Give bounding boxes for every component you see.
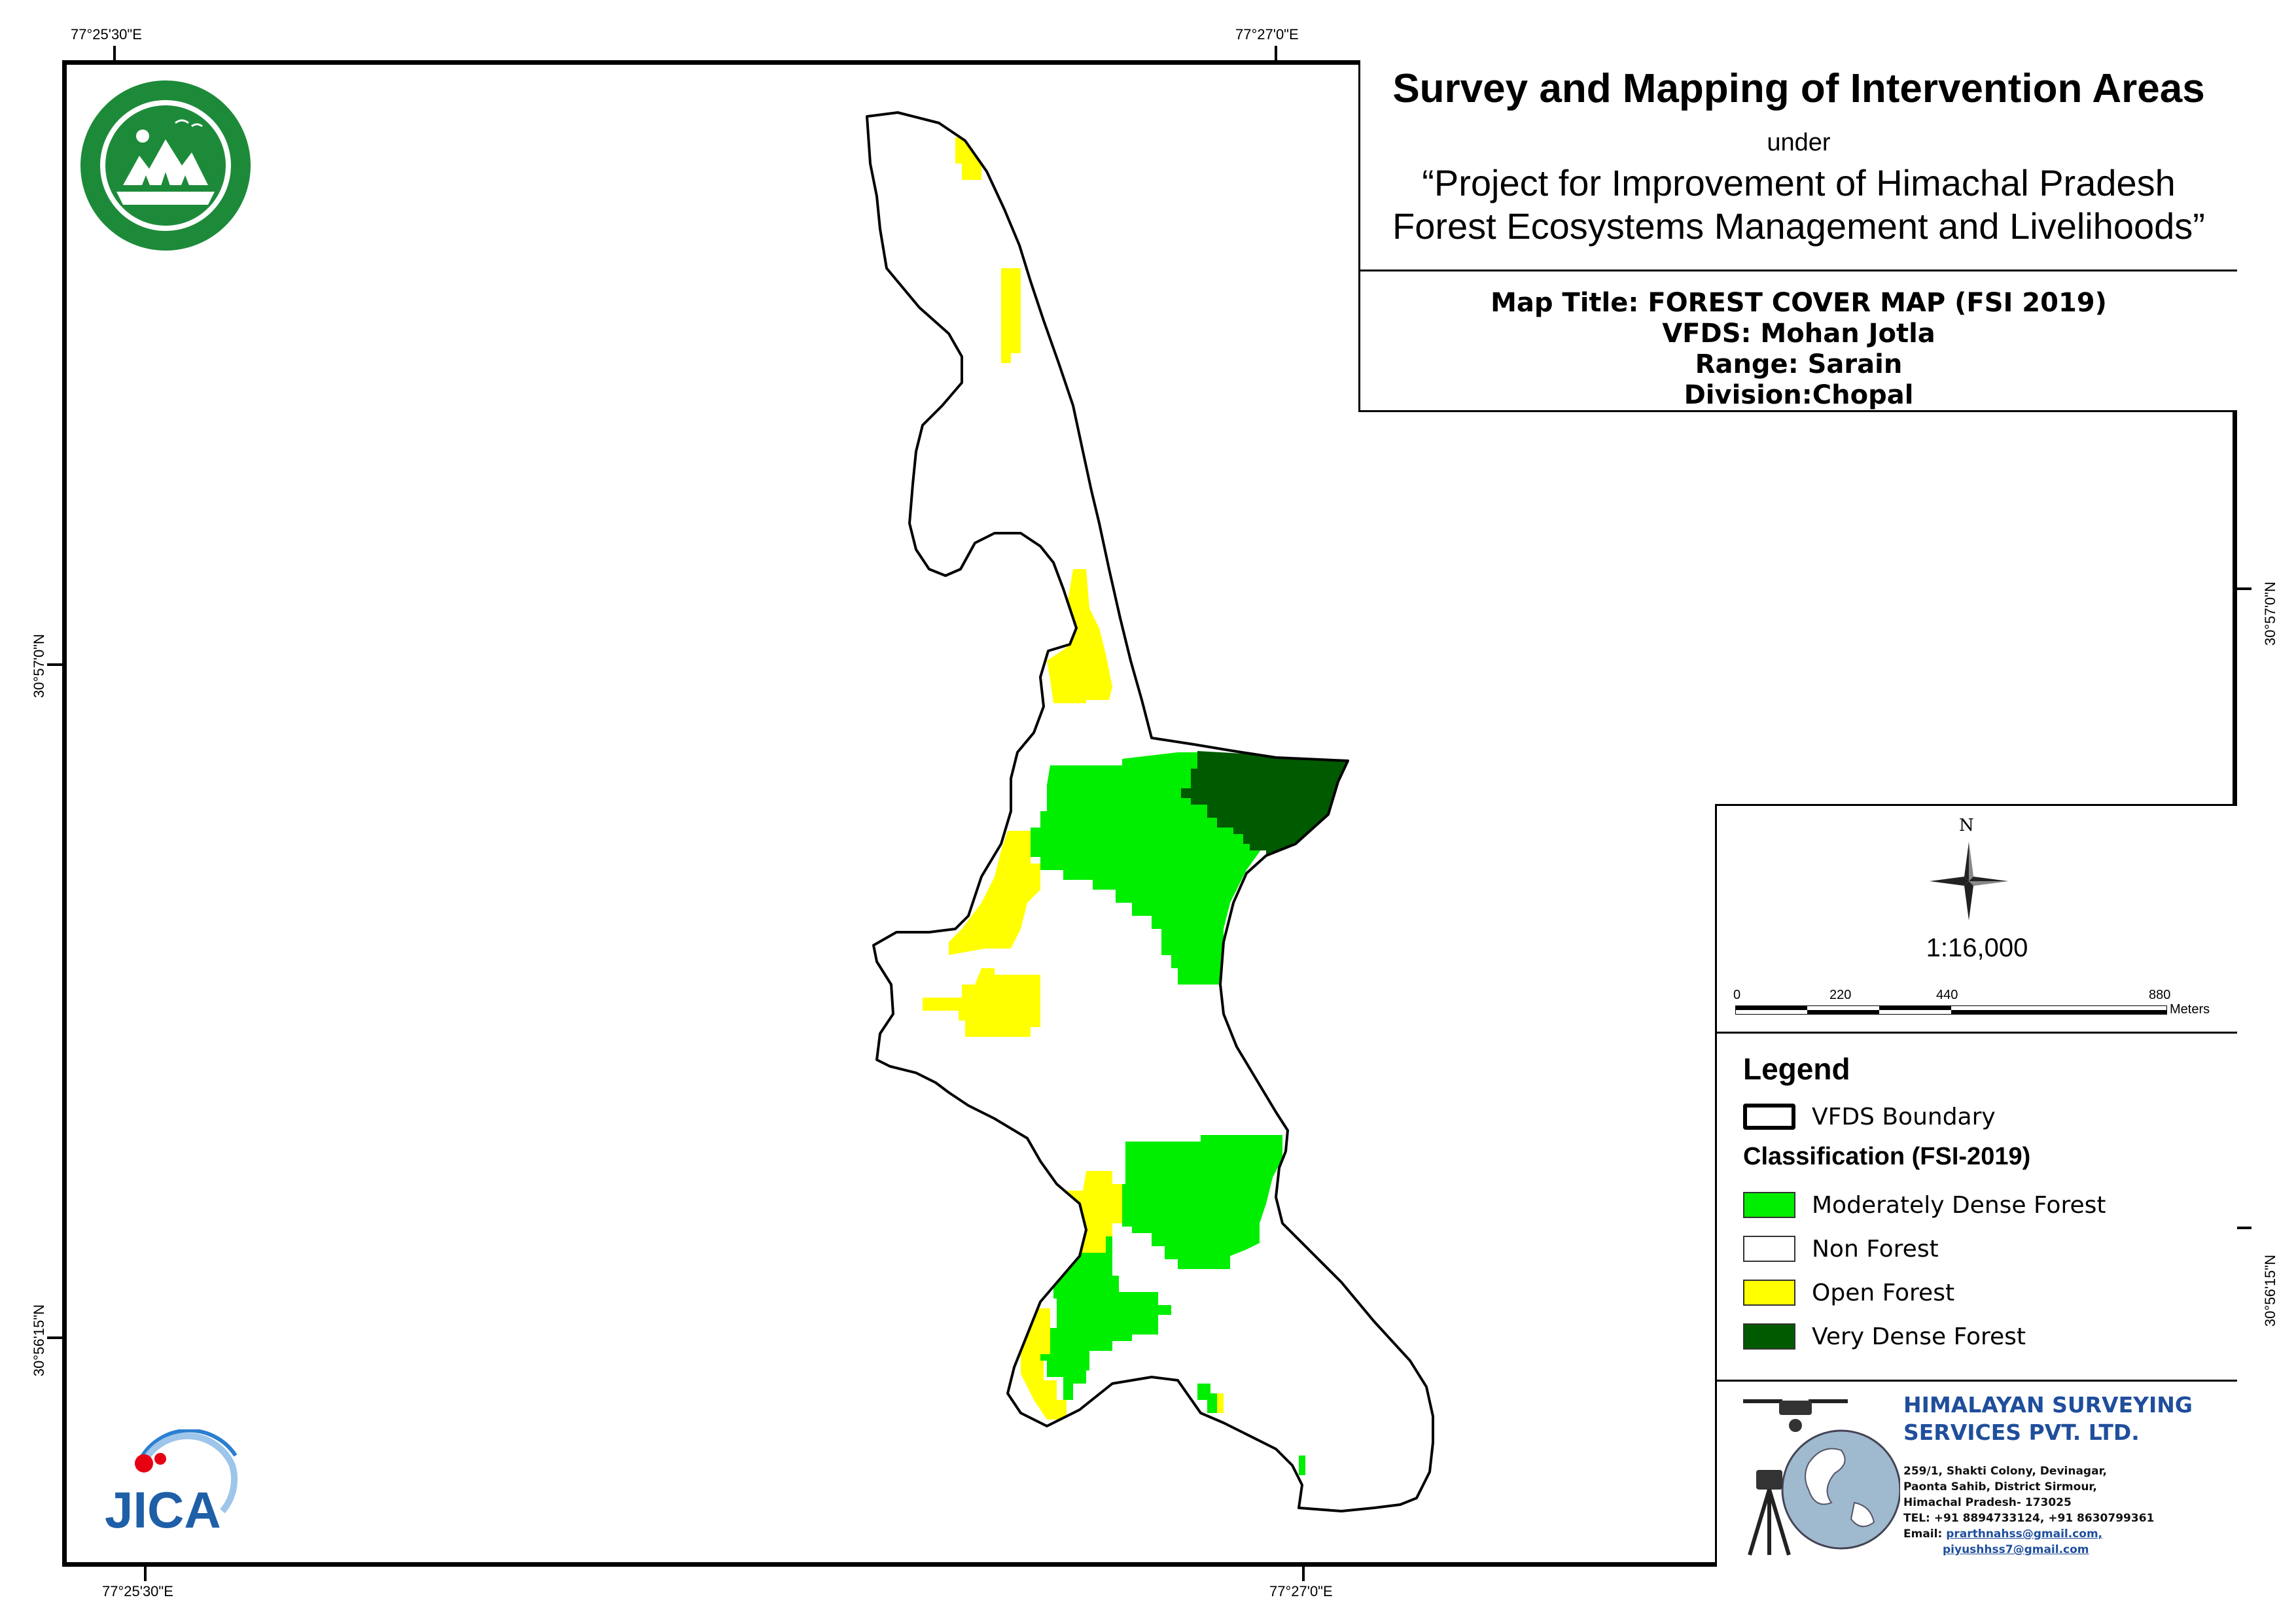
jica-wordmark: JICA xyxy=(105,1481,221,1539)
info-panel: N 1:16,000 0 220 440 880 Meters Legend V… xyxy=(1715,804,2237,1567)
open-forest-patch xyxy=(1001,268,1021,363)
legend-swatch-boundary xyxy=(1743,1104,1795,1130)
tick-left-bottom xyxy=(47,1336,63,1339)
legend-swatch-moderately-dense xyxy=(1743,1192,1795,1218)
title-block: Survey and Mapping of Intervention Areas… xyxy=(1358,60,2237,412)
company-address-line1: 259/1, Shakti Colony, Devinagar, xyxy=(1903,1465,2107,1478)
company-name-line1: HIMALAYAN SURVEYING xyxy=(1903,1392,2193,1418)
open-forest-patch xyxy=(1047,569,1112,703)
title-divider xyxy=(1360,270,2237,271)
project-title-line1: “Project for Improvement of Himachal Pra… xyxy=(1422,162,2176,203)
legend-classification-title: Classification (FSI-2019) xyxy=(1743,1143,2031,1170)
legend-label-very-dense: Very Dense Forest xyxy=(1812,1323,2026,1350)
forest-department-logo xyxy=(80,80,251,251)
surveyor-globe-icon xyxy=(1743,1399,1900,1556)
scale-tick-440: 440 xyxy=(1936,988,1958,1002)
company-tel: TEL: +91 8894733124, +91 8630799361 xyxy=(1903,1512,2155,1525)
north-label: N xyxy=(1959,816,1974,835)
scale-tick-220: 220 xyxy=(1829,988,1852,1002)
project-title-line2: Forest Ecosystems Management and Livelih… xyxy=(1392,205,2205,247)
tick-top-right xyxy=(1275,46,1277,61)
jica-logo: JICA xyxy=(105,1429,238,1539)
tick-top-left xyxy=(113,46,116,61)
open-forest-patch xyxy=(949,831,1040,955)
vfds-boundary xyxy=(866,111,1434,1512)
legend-swatch-open-forest xyxy=(1743,1280,1795,1306)
tick-right-bottom xyxy=(2236,1227,2252,1229)
scale-unit: Meters xyxy=(2170,1002,2210,1017)
company-email-2[interactable]: piyushhss7@gmail.com xyxy=(1943,1543,2089,1556)
coord-top-left: 77°25'30"E xyxy=(71,26,142,43)
moderately-dense-forest-patch xyxy=(1197,1384,1217,1413)
legend-divider xyxy=(1717,1032,2237,1034)
title-main: Survey and Mapping of Intervention Areas xyxy=(1392,66,2205,111)
scale-tick-0: 0 xyxy=(1733,988,1741,1002)
open-forest-patch xyxy=(1021,1308,1067,1420)
company-address-line2: Paonta Sahib, District Sirmour, xyxy=(1903,1480,2097,1493)
scale-bar xyxy=(1735,1005,2167,1015)
company-address-line3: Himachal Pradesh- 173025 xyxy=(1903,1496,2072,1509)
company-email-label: Email: xyxy=(1903,1527,1943,1541)
moderately-dense-forest-patch xyxy=(1299,1456,1305,1475)
company-email-row: Email: prarthnahss@gmail.com, xyxy=(1903,1526,2154,1542)
range-name: Range: Sarain xyxy=(1695,349,1903,379)
legend-label-non-forest: Non Forest xyxy=(1812,1236,1939,1263)
tick-right-top xyxy=(2236,587,2252,590)
company-name: HIMALAYAN SURVEYING SERVICES PVT. LTD. xyxy=(1903,1391,2193,1446)
project-title: “Project for Improvement of Himachal Pra… xyxy=(1360,162,2237,248)
division-name: Division:Chopal xyxy=(1684,380,1914,410)
scale-ratio: 1:16,000 xyxy=(1926,934,2028,962)
legend-label-open-forest: Open Forest xyxy=(1812,1280,1955,1306)
legend-swatch-non-forest xyxy=(1743,1236,1795,1262)
coord-bottom-left: 77°25'30"E xyxy=(102,1583,173,1599)
tick-left-top xyxy=(47,663,63,666)
title-under: under xyxy=(1767,129,1831,156)
moderately-dense-forest-patch xyxy=(1122,1135,1282,1269)
moderately-dense-forest-patch xyxy=(1040,1236,1171,1400)
compass-rose-icon xyxy=(1930,842,2008,920)
legend-title: Legend xyxy=(1743,1052,1850,1086)
tick-bottom-left xyxy=(144,1565,147,1581)
map-title: Map Title: FOREST COVER MAP (FSI 2019) xyxy=(1491,288,2107,318)
very-dense-forest-patch xyxy=(1181,751,1348,857)
legend-label-boundary: VFDS Boundary xyxy=(1812,1104,1996,1130)
company-name-line2: SERVICES PVT. LTD. xyxy=(1903,1420,2140,1445)
open-forest-patch xyxy=(923,968,1040,1037)
company-email-row-2: piyushhss7@gmail.com xyxy=(1903,1542,2154,1558)
company-divider xyxy=(1717,1380,2237,1382)
coord-top-right: 77°27'0"E xyxy=(1235,26,1299,43)
legend-label-moderately-dense: Moderately Dense Forest xyxy=(1812,1192,2106,1219)
company-address: 259/1, Shakti Colony, Devinagar, Paonta … xyxy=(1903,1463,2154,1558)
open-forest-patch xyxy=(1217,1393,1224,1413)
vfds-name: VFDS: Mohan Jotla xyxy=(1662,319,1935,349)
tick-bottom-right xyxy=(1302,1565,1305,1581)
scale-tick-880: 880 xyxy=(2149,988,2171,1002)
coord-bottom-right: 77°27'0"E xyxy=(1269,1583,1333,1599)
legend-swatch-very-dense xyxy=(1743,1323,1795,1350)
company-email-1[interactable]: prarthnahss@gmail.com, xyxy=(1946,1527,2103,1541)
